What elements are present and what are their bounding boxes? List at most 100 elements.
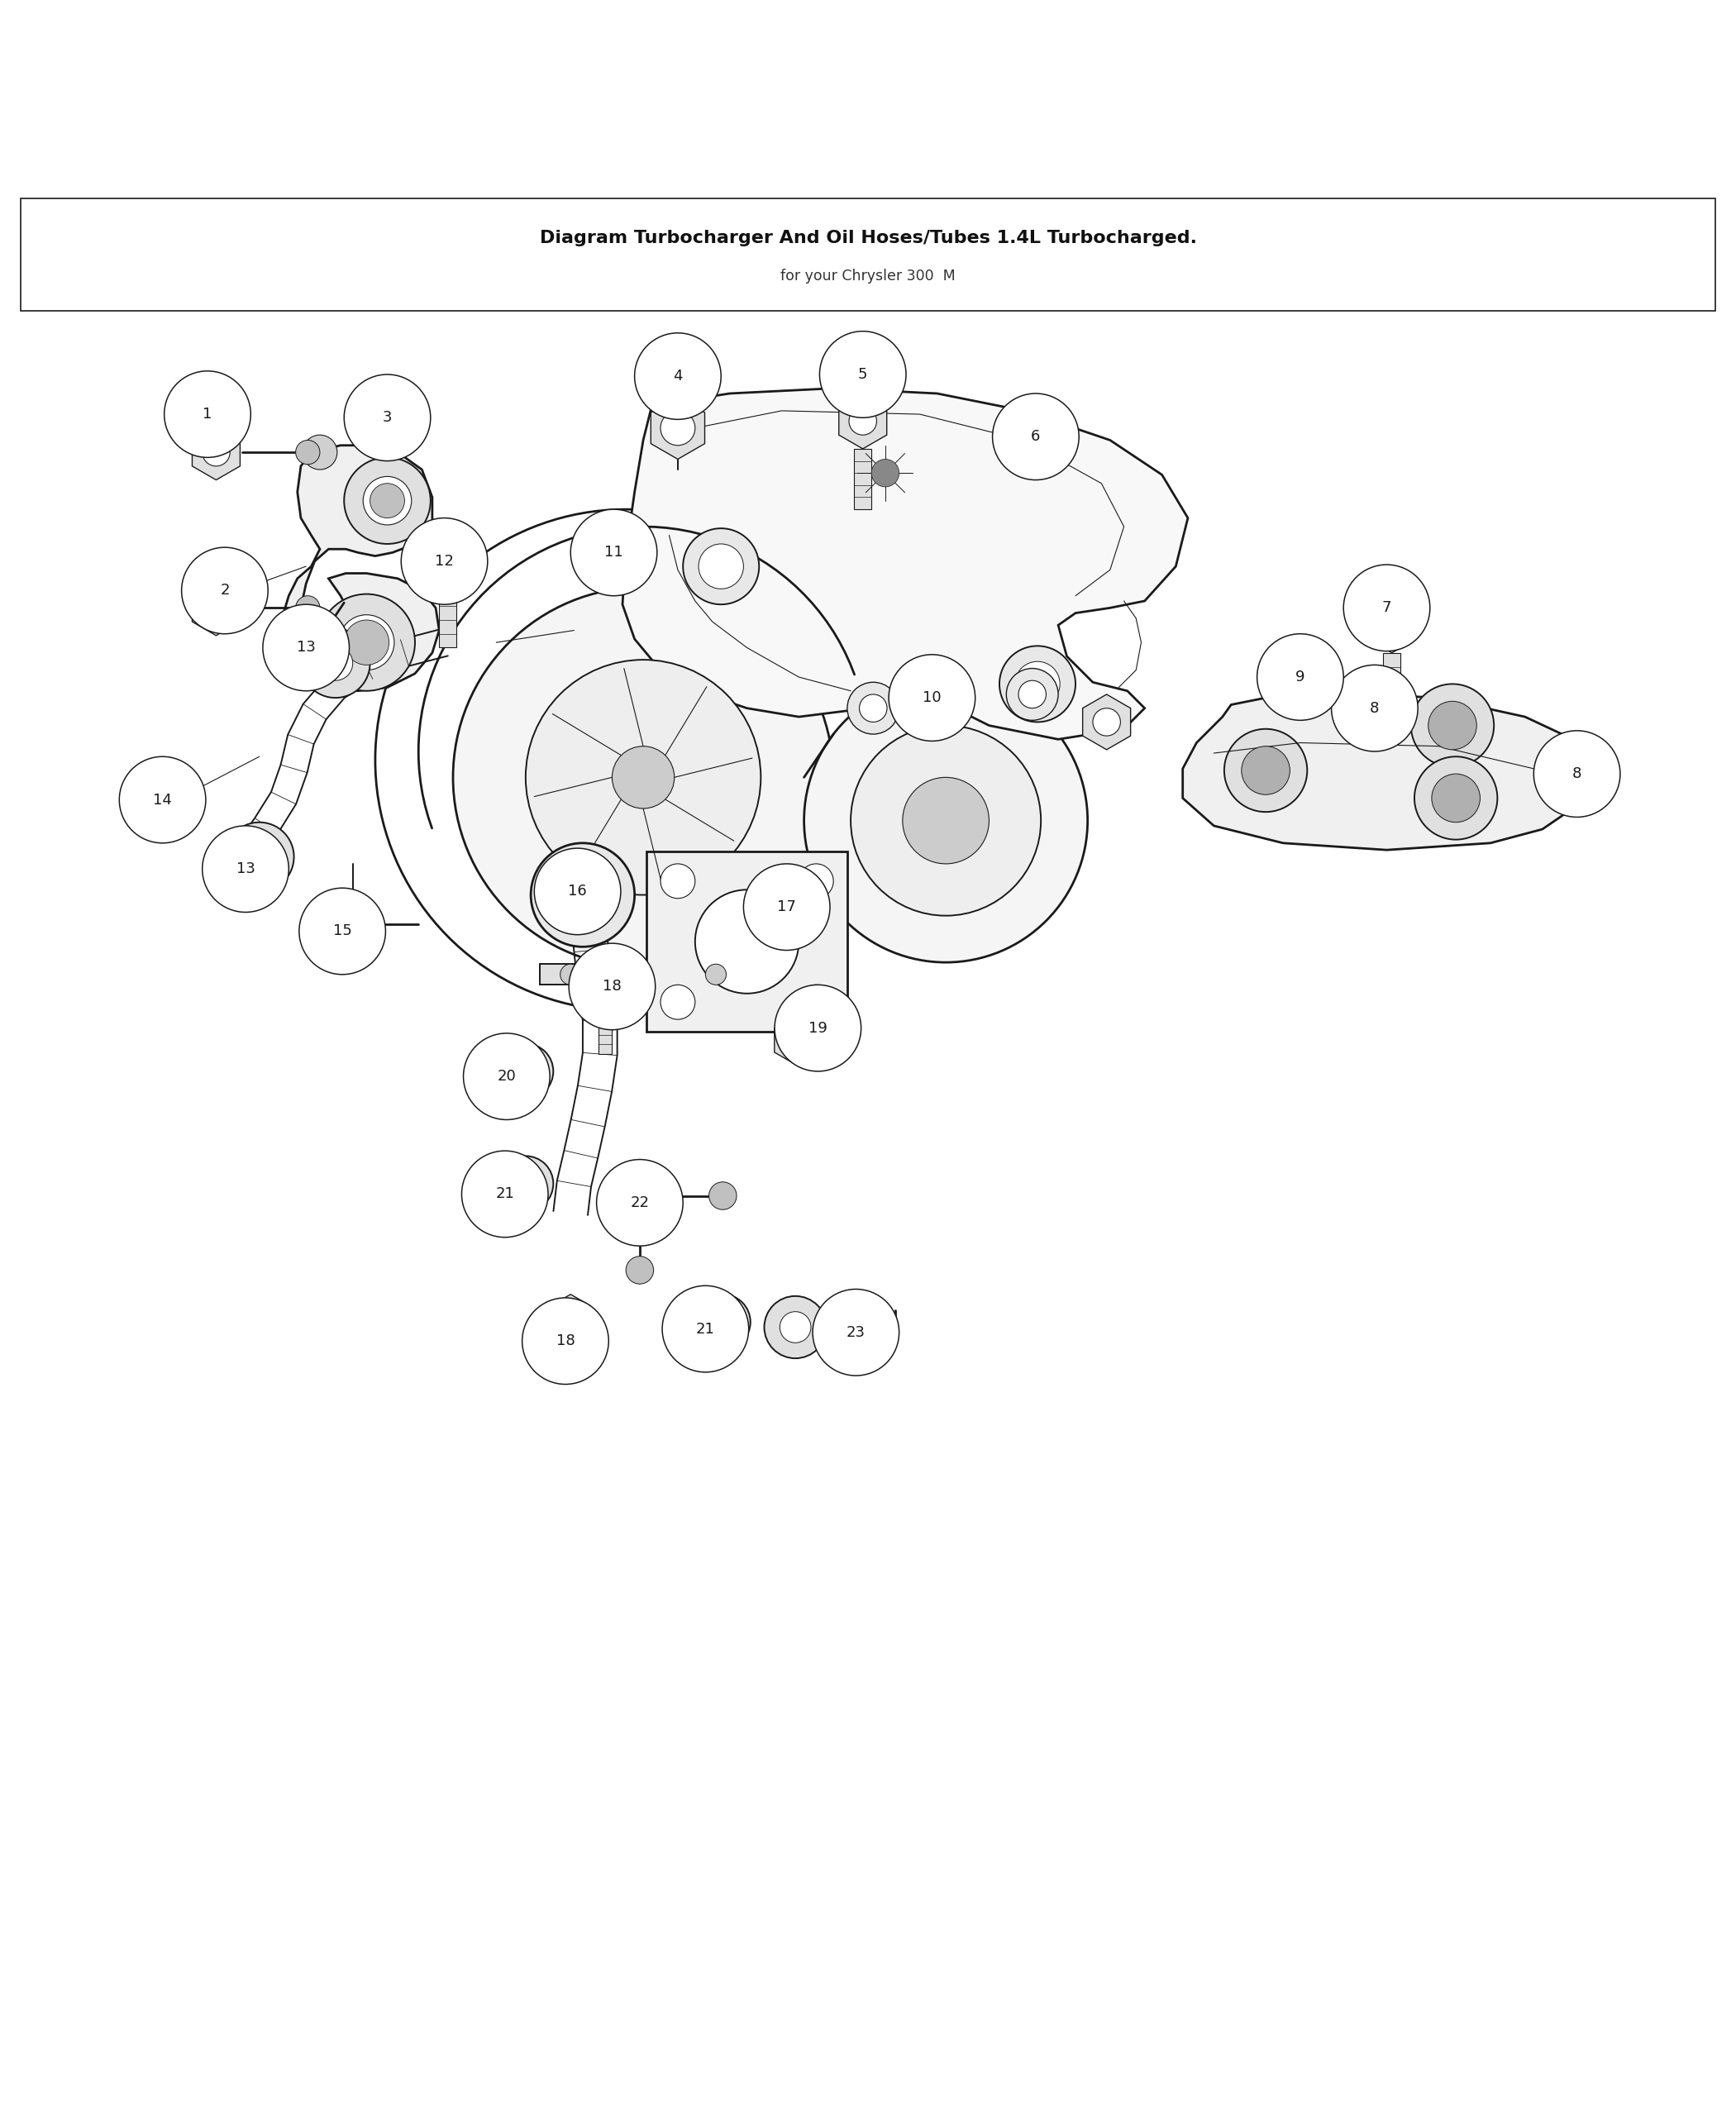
Bar [21,198,1715,310]
Circle shape [871,460,899,487]
Text: 21: 21 [696,1322,715,1336]
Circle shape [344,457,431,544]
Bar [1384,653,1401,725]
Circle shape [660,984,694,1020]
Circle shape [241,839,276,875]
Circle shape [262,605,349,691]
Text: 9: 9 [1295,670,1305,685]
Circle shape [453,588,833,968]
Circle shape [764,1296,826,1358]
Text: for your Chrysler 300  M: for your Chrysler 300 M [781,268,955,282]
Text: 8: 8 [1370,700,1380,715]
Polygon shape [1182,691,1594,850]
Circle shape [847,683,899,734]
Text: 15: 15 [333,923,352,938]
Circle shape [698,544,743,588]
Text: 14: 14 [153,793,172,807]
Circle shape [1332,664,1418,750]
Circle shape [120,757,207,843]
Circle shape [774,984,861,1071]
Text: 5: 5 [858,367,868,382]
Circle shape [1257,635,1344,721]
Circle shape [571,510,656,597]
Circle shape [660,864,694,898]
Circle shape [606,1162,674,1231]
Circle shape [804,999,828,1022]
Circle shape [1007,668,1059,721]
Circle shape [705,963,726,984]
Circle shape [597,1159,682,1246]
Circle shape [182,548,267,635]
Circle shape [804,679,1087,963]
Circle shape [613,746,674,809]
Circle shape [498,1043,554,1098]
Circle shape [1241,746,1290,795]
Text: 13: 13 [297,641,316,656]
Circle shape [363,476,411,525]
Text: 12: 12 [436,554,453,569]
Circle shape [165,371,250,457]
Polygon shape [623,388,1187,740]
Circle shape [993,394,1080,481]
Circle shape [512,1058,540,1086]
Circle shape [1344,565,1430,651]
Circle shape [561,1307,582,1328]
Circle shape [318,645,352,681]
Text: 1: 1 [203,407,212,422]
Circle shape [595,972,616,991]
Polygon shape [585,959,625,1003]
Circle shape [535,847,621,934]
Text: 11: 11 [604,546,623,561]
Circle shape [561,963,582,984]
Circle shape [1016,662,1061,706]
Circle shape [464,1033,550,1119]
Circle shape [1224,729,1307,812]
Circle shape [889,656,976,742]
Circle shape [401,519,488,605]
Text: 16: 16 [568,883,587,898]
Circle shape [344,375,431,462]
Circle shape [1092,708,1120,736]
Circle shape [462,1151,549,1237]
Circle shape [295,441,319,464]
Text: 20: 20 [496,1069,516,1084]
Text: Diagram Turbocharger And Oil Hoses/Tubes 1.4L Turbocharged.: Diagram Turbocharger And Oil Hoses/Tubes… [540,230,1196,247]
Circle shape [783,1029,807,1052]
Text: 10: 10 [922,689,941,706]
Circle shape [436,540,460,565]
Circle shape [318,594,415,691]
Polygon shape [540,963,746,984]
Polygon shape [774,1016,816,1065]
Circle shape [1378,611,1406,639]
Circle shape [498,1155,554,1212]
Text: 18: 18 [556,1334,575,1349]
Circle shape [302,434,337,470]
Circle shape [1432,774,1481,822]
Circle shape [694,1294,750,1349]
Circle shape [708,1309,736,1336]
Bar [599,1006,613,1054]
Text: 3: 3 [382,411,392,426]
Circle shape [799,864,833,898]
Bar [564,1339,578,1374]
Text: 22: 22 [630,1195,649,1210]
Text: 17: 17 [778,900,797,915]
Polygon shape [550,1294,590,1339]
Text: 4: 4 [674,369,682,384]
Circle shape [779,1311,811,1343]
Circle shape [799,984,833,1020]
Text: 8: 8 [1573,767,1581,782]
Circle shape [326,898,378,951]
Circle shape [859,694,887,723]
Polygon shape [425,527,470,578]
Polygon shape [1083,694,1130,750]
Circle shape [339,616,394,670]
Text: 6: 6 [1031,430,1040,445]
Circle shape [1415,757,1498,839]
Circle shape [1019,681,1047,708]
Circle shape [523,1299,609,1385]
Circle shape [743,864,830,951]
Circle shape [569,944,654,1031]
Circle shape [635,333,720,419]
Circle shape [370,483,404,519]
